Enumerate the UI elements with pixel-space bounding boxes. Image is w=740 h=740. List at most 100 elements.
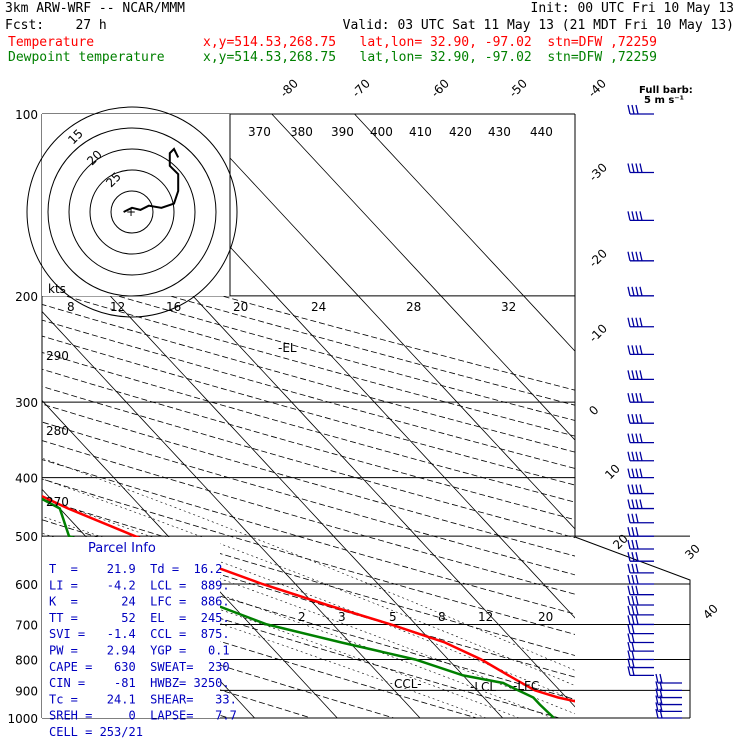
wind-barb-flag: [631, 251, 635, 261]
hodograph-origin-mark: +: [126, 205, 136, 219]
dry-adiabat-line: [42, 303, 575, 453]
forecast-hour: Fcst: 27 h: [5, 18, 107, 33]
wind-barb-flag: [659, 688, 663, 698]
wind-barb-flag: [635, 615, 639, 625]
parcel-info-row: T = 21.9 Td = 16.2: [49, 562, 222, 576]
wind-barb-flag: [635, 317, 639, 327]
hodograph-ring: [110, 190, 154, 234]
wind-barb-flag: [635, 563, 639, 573]
pressure-tick-label: 400: [15, 472, 38, 486]
wind-barb-flag: [635, 104, 639, 115]
wind-barb-flag: [635, 251, 639, 261]
isotherm-line: [188, 114, 575, 530]
wind-barb-flag: [635, 527, 639, 537]
wind-barb-flag: [627, 605, 631, 616]
dry-adiabat-line: [42, 244, 575, 391]
wind-barb-flag: [631, 163, 635, 173]
wind-barb-flag: [631, 286, 635, 296]
mixing-ratio-label: 20: [538, 610, 553, 624]
wind-barb-flag: [627, 499, 631, 509]
wind-barb-flag: [627, 433, 631, 443]
wind-barb-flag: [659, 673, 663, 684]
theta-label-left: 280: [46, 424, 69, 438]
wind-barb-flag: [631, 605, 635, 616]
wind-barb-flag: [635, 414, 639, 424]
wind-barb-flag: [635, 211, 639, 221]
wind-barb-flag: [627, 104, 631, 115]
wind-barb-flag: [627, 633, 631, 643]
parcel-info-row: CIN = -81 HWBZ= 3250.: [49, 676, 230, 690]
parcel-info-row: LI = -4.2 LCL = 889.: [49, 578, 230, 592]
mixing-ratio-label: 5: [389, 610, 397, 624]
temperature-label-right: 30: [682, 541, 703, 562]
wind-barb-flag: [627, 251, 631, 261]
wind-barb-flag: [631, 624, 635, 634]
parcel-info-row: SREH = 0 LAPSE= 7.7: [49, 709, 237, 723]
wind-barb-flag: [635, 513, 639, 523]
wind-barb-flag: [655, 708, 659, 719]
dry-adiabat-line: [42, 585, 477, 718]
wind-barb-flag: [631, 563, 635, 573]
level-label-ccl: CCL-: [394, 677, 422, 691]
temperature-label-top: -60: [428, 76, 452, 100]
pressure-tick-label: 1000: [7, 712, 38, 726]
temperature-label-right: -20: [586, 246, 610, 270]
dry-adiabat-line: [42, 478, 575, 635]
theta-label: 390: [331, 125, 354, 139]
mixing-ratio-label: 12: [478, 610, 493, 624]
temperature-label-right: 10: [602, 461, 623, 482]
theta-label: 380: [290, 125, 313, 139]
wind-barb-flag: [631, 574, 635, 585]
pressure-tick-label: 900: [15, 684, 38, 698]
wind-barb-flag: [639, 211, 643, 221]
valid-time: Valid: 03 UTC Sat 11 May 13 (21 MDT Fri …: [342, 18, 734, 33]
wind-barb-flag: [631, 585, 635, 595]
wind-barb-flag: [631, 211, 635, 221]
wind-barb-flag: [627, 370, 631, 380]
temperature-label-right: 0: [586, 403, 601, 418]
parcel-info-row: SVI = -1.4 CCL = 875.: [49, 627, 230, 641]
dry-adiabat-line: [42, 562, 560, 718]
wind-barb-flag: [635, 433, 639, 443]
theta-label-left: 270: [46, 495, 69, 509]
theta-label-left: 290: [46, 349, 69, 363]
parcel-info-row: Tc = 24.1 SHEAR= 33.: [49, 692, 237, 706]
wind-barb-flag: [627, 345, 631, 355]
temperature-label-top: -80: [277, 76, 301, 100]
dewpoint-legend: Dewpoint temperature: [8, 50, 165, 65]
wind-barb-flag: [639, 451, 643, 461]
hodograph-ring: [68, 148, 196, 276]
theta-label: 440: [530, 125, 553, 139]
wind-barb-flag: [627, 513, 631, 523]
wind-barb-flag: [635, 574, 639, 585]
wind-barb-flag: [639, 286, 643, 296]
wind-barb-flag: [635, 370, 639, 380]
wind-barb-flag: [635, 468, 639, 478]
wind-barb-flag: [635, 499, 639, 509]
parcel-info-row: PW = 2.94 YGP = 0.1: [49, 644, 230, 658]
inset-temperature-label: 12: [110, 300, 125, 314]
wind-barb-flag: [635, 552, 639, 562]
wind-barb-flag: [639, 251, 643, 261]
wind-barb-flag: [627, 641, 631, 652]
temperature-profile: [42, 494, 575, 703]
parcel-info-box: [42, 537, 220, 718]
wind-barb-flag: [631, 658, 635, 668]
isotherm-line: [0, 114, 7, 718]
wind-barb-flag: [635, 345, 639, 355]
pressure-tick-label: 700: [15, 618, 38, 632]
wind-barb-flag: [631, 650, 635, 660]
wind-barb-flag: [631, 552, 635, 562]
pressure-tick-label: 100: [15, 108, 38, 122]
wind-barb-flag: [631, 345, 635, 355]
hodograph-ring: [47, 127, 217, 297]
wind-barb-flag: [639, 499, 643, 509]
isotherm-line: [42, 310, 421, 718]
dry-adiabat-line: [42, 352, 575, 503]
theta-label: 410: [409, 125, 432, 139]
wind-barb-flag: [627, 595, 631, 606]
inset-temperature-label: 8: [67, 300, 75, 314]
hodograph-ring: [89, 169, 175, 255]
